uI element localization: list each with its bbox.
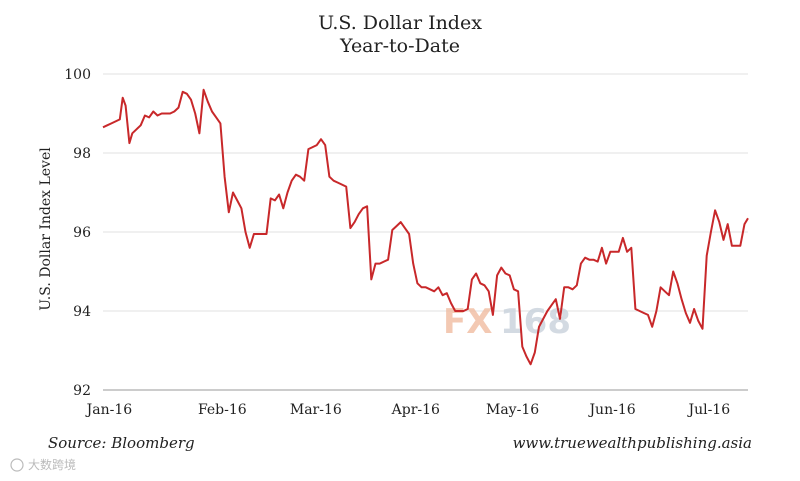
- x-tick-label: Jul-16: [686, 402, 730, 418]
- chart-subtitle: Year-to-Date: [339, 35, 460, 57]
- y-tick-label: 100: [64, 67, 91, 83]
- x-tick-label: Jun-16: [587, 402, 635, 418]
- y-axis-label: U.S. Dollar Index Level: [38, 147, 54, 311]
- y-tick-label: 94: [73, 304, 91, 320]
- x-tick-label: Mar-16: [290, 402, 342, 418]
- bottom-watermark: 大数跨境: [10, 457, 76, 472]
- website-url: www.truewealthpublishing.asia: [513, 434, 752, 452]
- watermark-logo-icon: [10, 458, 24, 472]
- x-tick-label: May-16: [486, 402, 539, 418]
- x-tick-label: Apr-16: [391, 402, 440, 418]
- chart-title: U.S. Dollar Index: [318, 12, 482, 34]
- y-axis-ticks: 92 94 96 98 100: [64, 67, 91, 399]
- y-tick-label: 92: [73, 383, 91, 399]
- series-line-usd-index: [102, 88, 749, 366]
- x-tick-label: Feb-16: [198, 402, 247, 418]
- watermark-bottom-text: 大数跨境: [28, 457, 76, 472]
- source-note: Source: Bloomberg: [48, 434, 195, 452]
- x-axis-ticks: Jan-16 Feb-16 Mar-16 Apr-16 May-16 Jun-16 Jul-…: [85, 402, 731, 418]
- y-tick-label: 96: [73, 225, 91, 241]
- x-tick-label: Jan-16: [85, 402, 133, 418]
- y-tick-label: 98: [73, 146, 91, 162]
- watermark-168: 168: [500, 302, 571, 342]
- watermark: FX 168: [443, 302, 571, 342]
